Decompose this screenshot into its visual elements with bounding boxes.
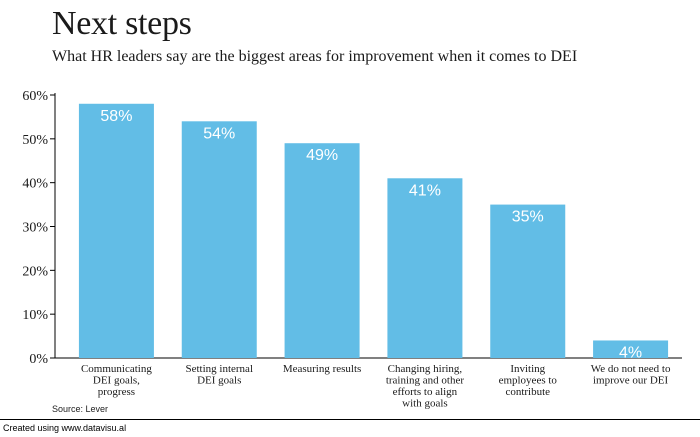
credit-note: Created using www.datavisu.al <box>3 423 127 433</box>
y-tick-label: 40% <box>22 177 48 192</box>
y-tick-label: 30% <box>22 221 48 236</box>
chart-subtitle: What HR leaders say are the biggest area… <box>52 48 578 65</box>
category-label: We do not need to <box>591 363 671 375</box>
category-label: employees to <box>499 375 558 387</box>
bar-value-label: 4% <box>619 344 642 361</box>
bar <box>387 178 463 358</box>
category-label: DEI goals, <box>93 375 140 387</box>
bar-value-label: 49% <box>306 147 338 164</box>
category-label: progress <box>98 386 135 398</box>
category-label: training and other <box>386 375 465 387</box>
category-label: Measuring results <box>283 363 362 375</box>
bar-value-label: 41% <box>409 182 441 199</box>
bar <box>593 340 669 358</box>
category-label: Setting internal <box>185 363 253 375</box>
bar-value-label: 35% <box>512 209 544 226</box>
bar <box>490 204 566 358</box>
y-tick-label: 60% <box>22 89 48 104</box>
bar-value-label: 54% <box>203 125 235 142</box>
category-label: DEI goals <box>197 375 241 387</box>
bar <box>284 143 360 358</box>
chart-title: Next steps <box>52 5 192 42</box>
category-label: Changing hiring, <box>388 363 463 375</box>
bar <box>78 103 154 359</box>
category-label: Inviting <box>510 363 545 375</box>
category-label: efforts to align <box>393 386 458 398</box>
bar-value-label: 58% <box>100 108 132 125</box>
source-note: Source: Lever <box>52 404 109 414</box>
category-label: improve our DEI <box>593 375 668 387</box>
y-tick-label: 20% <box>22 264 48 279</box>
y-tick-label: 0% <box>29 352 48 367</box>
footer-divider <box>0 419 700 420</box>
y-tick-label: 10% <box>22 308 48 323</box>
y-tick-label: 50% <box>22 133 48 148</box>
category-label: Communicating <box>81 363 152 375</box>
category-label: with goals <box>402 398 448 410</box>
category-label: contribute <box>505 386 550 398</box>
bar <box>181 121 257 358</box>
